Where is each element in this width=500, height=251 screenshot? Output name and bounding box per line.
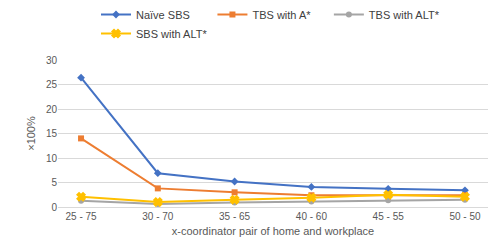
svg-text:25: 25 (46, 79, 58, 90)
svg-text:20: 20 (46, 104, 58, 115)
svg-text:35 - 65: 35 - 65 (219, 211, 251, 222)
svg-text:10: 10 (46, 153, 58, 164)
svg-text:TBS with ALT*: TBS with ALT* (369, 9, 440, 21)
svg-text:x-coordinator pair of home and: x-coordinator pair of home and workplace (172, 225, 374, 237)
svg-text:30: 30 (46, 55, 58, 66)
svg-text:0: 0 (51, 202, 57, 213)
svg-text:40 - 60: 40 - 60 (296, 211, 328, 222)
svg-text:30 - 70: 30 - 70 (142, 211, 174, 222)
svg-text:Naïve SBS: Naïve SBS (136, 9, 190, 21)
svg-text:5: 5 (51, 177, 57, 188)
svg-text:50 - 50: 50 - 50 (449, 211, 481, 222)
svg-text:15: 15 (46, 128, 58, 139)
svg-text:45 - 55: 45 - 55 (373, 211, 405, 222)
svg-text:×100%: ×100% (25, 116, 37, 151)
svg-text:25 - 75: 25 - 75 (65, 211, 97, 222)
svg-text:TBS with A*: TBS with A* (252, 9, 311, 21)
svg-text:SBS with ALT*: SBS with ALT* (136, 28, 207, 40)
